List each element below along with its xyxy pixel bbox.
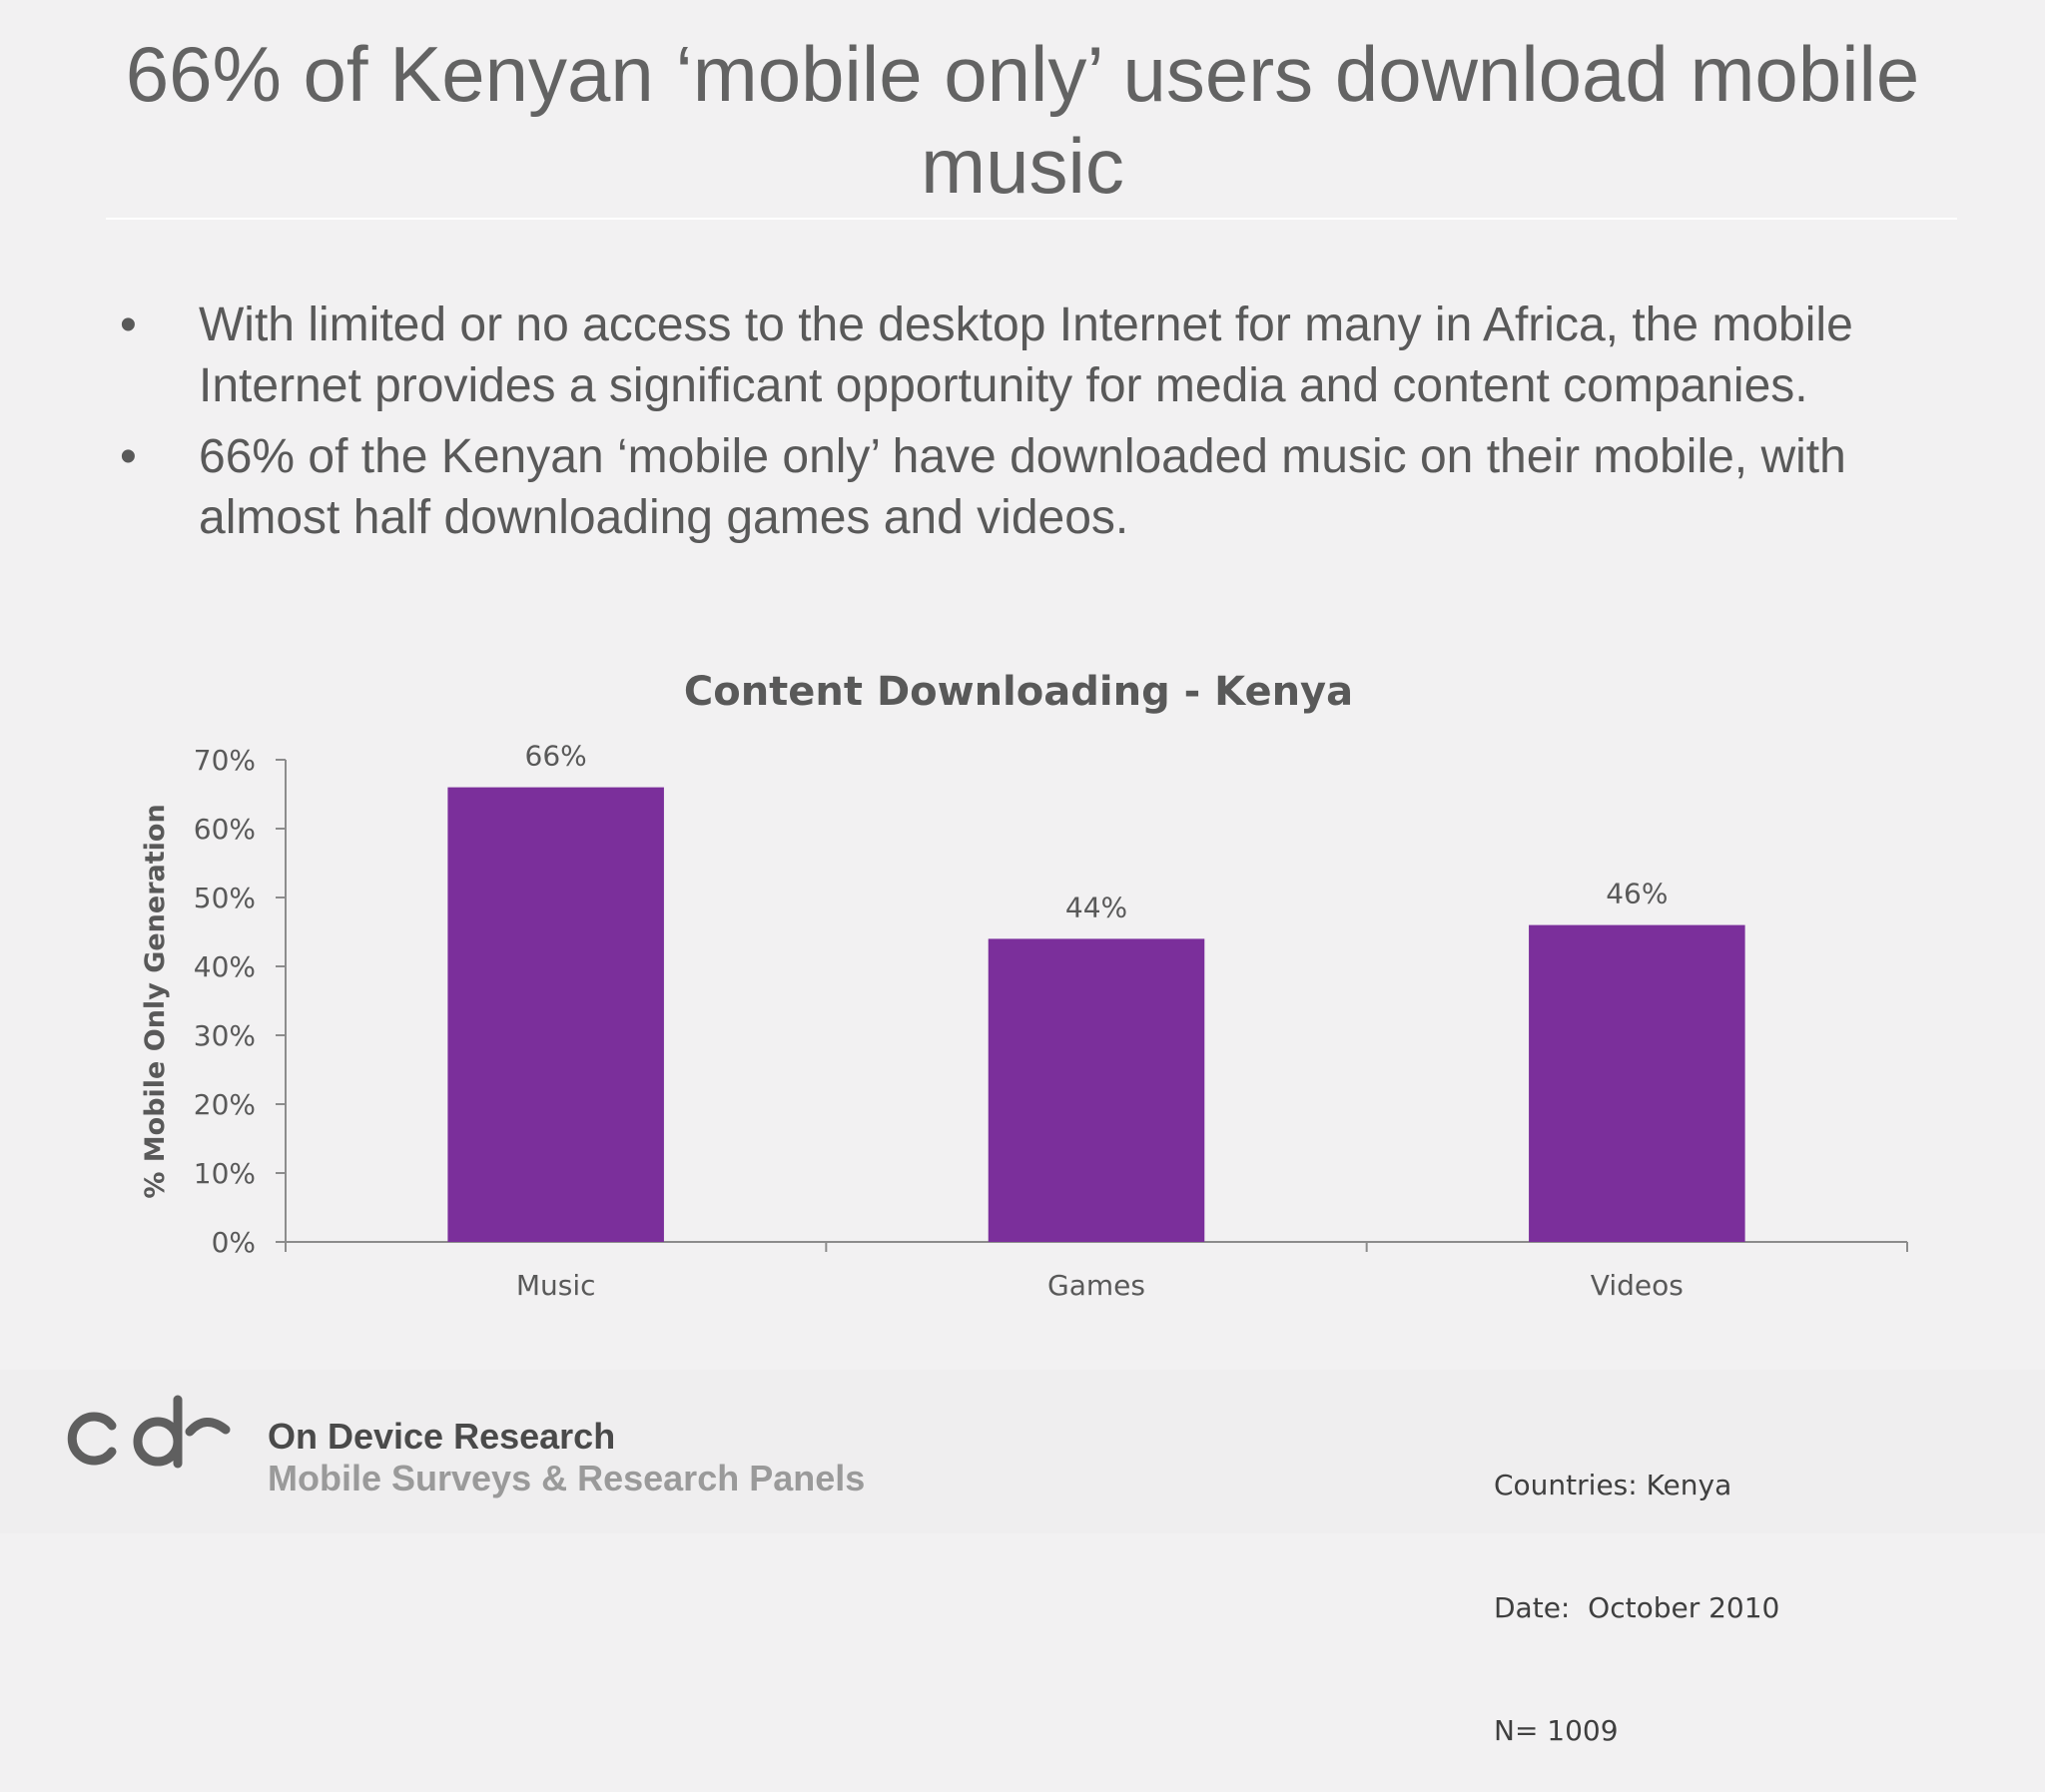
x-category-label: Videos	[1591, 1269, 1684, 1302]
title-divider	[106, 218, 1957, 220]
meta-sample-size: N= 1009	[1494, 1714, 1619, 1747]
meta-date: Date: October 2010	[1494, 1591, 1780, 1624]
y-tick-label: 70%	[194, 744, 256, 777]
chart-labels: 66% Music 44% Games 46% Videos	[516, 740, 1684, 1302]
company-tagline: Mobile Surveys & Research Panels	[268, 1458, 866, 1498]
y-tick-label: 0%	[212, 1226, 256, 1259]
bullet-marker: •	[120, 430, 137, 483]
slide-title: 66% of Kenyan ‘mobile only’ users downlo…	[125, 30, 1920, 210]
data-label: 66%	[525, 740, 587, 773]
footer-band	[0, 1370, 2045, 1533]
data-label: 44%	[1065, 891, 1127, 923]
y-axis-title: % Mobile Only Generation	[140, 804, 171, 1198]
bar-games	[988, 938, 1205, 1242]
chart-bars	[447, 787, 1745, 1242]
y-tick-label: 10%	[194, 1157, 256, 1190]
company-name: On Device Research	[268, 1416, 616, 1457]
bar-videos	[1529, 924, 1745, 1242]
cdr-logo-icon	[67, 1395, 231, 1469]
y-tick-label: 40%	[194, 950, 256, 983]
y-tick-label: 50%	[194, 882, 256, 914]
data-label: 46%	[1606, 878, 1668, 910]
y-tick-label: 60%	[194, 813, 256, 846]
y-tick-label: 30%	[194, 1019, 256, 1052]
bullet-marker: •	[120, 299, 137, 351]
survey-meta: Countries: Kenya Date: October 2010 N= 1…	[1494, 1383, 1779, 1792]
y-tick-label: 20%	[194, 1088, 256, 1121]
bullet-item: • 66% of the Kenyan ‘mobile only’ have d…	[120, 426, 1877, 548]
chart-title: Content Downloading - Kenya	[684, 669, 1353, 715]
bullet-text: With limited or no access to the desktop…	[199, 299, 1853, 412]
x-category-label: Games	[1047, 1269, 1145, 1302]
bullet-list: • With limited or no access to the deskt…	[120, 295, 1877, 558]
bullet-item: • With limited or no access to the deskt…	[120, 295, 1877, 416]
bullet-text: 66% of the Kenyan ‘mobile only’ have dow…	[199, 430, 1846, 544]
x-category-label: Music	[516, 1269, 596, 1302]
bar-chart: Content Downloading - Kenya % Mobile Onl…	[140, 669, 1908, 1302]
bar-music	[447, 787, 664, 1242]
meta-countries: Countries: Kenya	[1494, 1469, 1732, 1501]
